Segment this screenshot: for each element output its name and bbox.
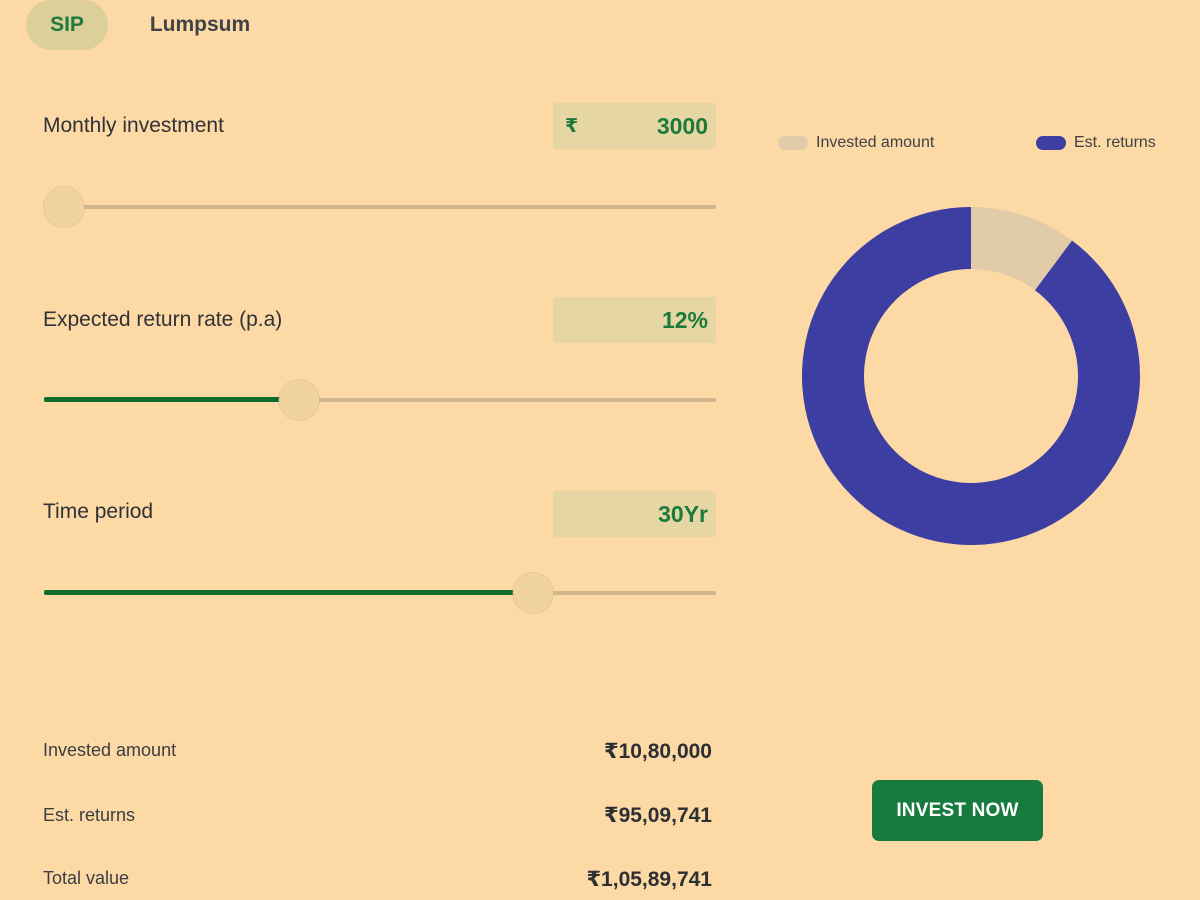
slider-thumb[interactable] xyxy=(279,380,319,420)
slider-thumb[interactable] xyxy=(44,187,84,227)
slider-track xyxy=(44,205,716,209)
invested-amount-value: ₹10,80,000 xyxy=(603,740,712,763)
time-period-value: 30Yr xyxy=(658,500,708,527)
invested-amount-label: Invested amount xyxy=(43,740,177,760)
monthly-investment-slider[interactable] xyxy=(44,187,716,227)
return-rate-slider[interactable] xyxy=(44,380,716,420)
donut-slice-returns xyxy=(802,207,1140,545)
rupee-icon: ₹ xyxy=(565,115,579,137)
legend-returns-label: Est. returns xyxy=(1074,134,1156,151)
invest-now-button[interactable]: INVEST NOW xyxy=(872,780,1043,841)
return-rate-label: Expected return rate (p.a) xyxy=(43,308,283,331)
time-period-slider[interactable] xyxy=(44,573,716,613)
return-rate-input[interactable]: 12% xyxy=(553,297,716,343)
monthly-investment-label: Monthly investment xyxy=(43,114,224,137)
time-period-label: Time period xyxy=(43,500,154,523)
donut-slice-invested xyxy=(971,207,1073,291)
legend-returns: Est. returns xyxy=(1036,134,1156,152)
monthly-investment-value: 3000 xyxy=(656,112,708,139)
chart-legend: Invested amount Est. returns xyxy=(778,134,1168,160)
return-rate-value: 12% xyxy=(661,306,708,333)
legend-returns-swatch xyxy=(1036,136,1066,150)
slider-fill xyxy=(44,590,533,595)
slider-thumb[interactable] xyxy=(513,573,553,613)
monthly-investment-input[interactable]: ₹ 3000 xyxy=(553,103,716,149)
total-value-label: Total value xyxy=(43,868,130,888)
slider-track xyxy=(44,398,716,402)
investment-donut-chart xyxy=(802,207,1140,545)
time-period-input[interactable]: 30Yr xyxy=(553,491,716,537)
legend-invested-swatch xyxy=(778,136,808,150)
est-returns-label: Est. returns xyxy=(43,805,136,825)
est-returns-value: ₹95,09,741 xyxy=(603,804,712,827)
tab-lumpsum[interactable]: Lumpsum xyxy=(149,13,251,36)
legend-invested-label: Invested amount xyxy=(816,134,935,151)
tab-sip[interactable]: SIP xyxy=(26,0,108,50)
legend-invested: Invested amount xyxy=(778,134,934,152)
calculator-tabs: SIP Lumpsum xyxy=(26,0,270,50)
slider-fill xyxy=(44,397,299,402)
total-value-value: ₹1,05,89,741 xyxy=(586,868,712,891)
